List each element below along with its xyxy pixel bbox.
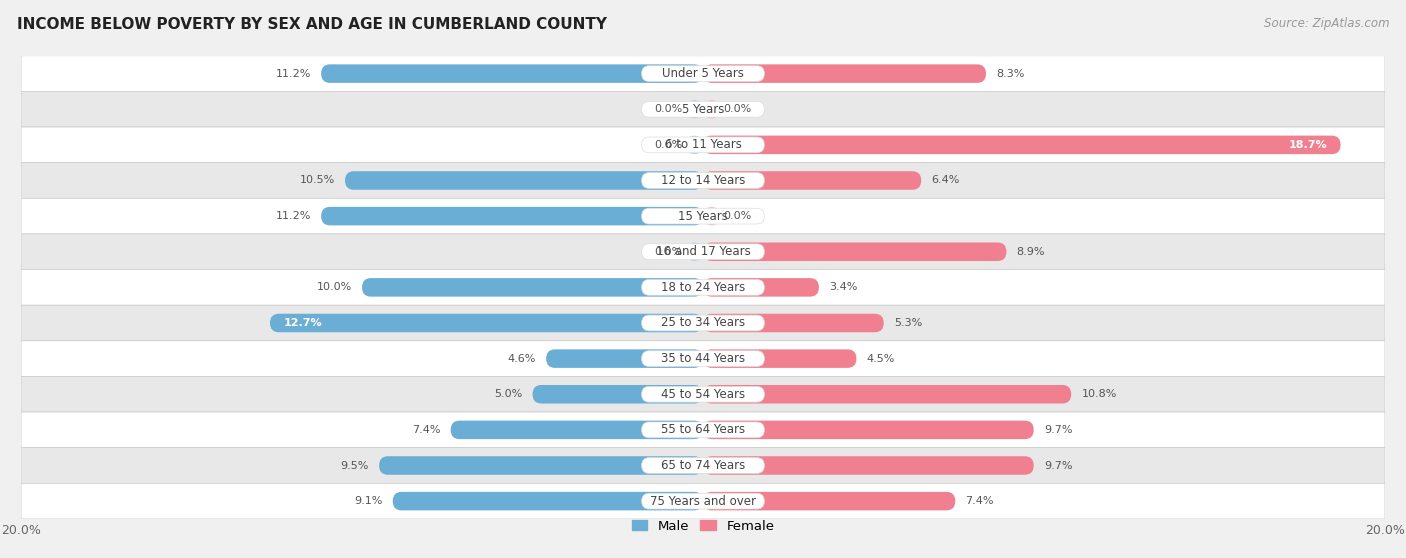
FancyBboxPatch shape [641,493,765,509]
FancyBboxPatch shape [21,127,1385,163]
FancyBboxPatch shape [392,492,703,511]
FancyBboxPatch shape [641,315,765,331]
Text: 6 to 11 Years: 6 to 11 Years [665,138,741,151]
FancyBboxPatch shape [703,278,818,297]
FancyBboxPatch shape [21,56,1385,92]
FancyBboxPatch shape [21,412,1385,448]
FancyBboxPatch shape [344,171,703,190]
Text: 25 to 34 Years: 25 to 34 Years [661,316,745,329]
Text: 10.5%: 10.5% [299,176,335,185]
Text: 5.0%: 5.0% [494,389,522,399]
Text: Source: ZipAtlas.com: Source: ZipAtlas.com [1264,17,1389,30]
FancyBboxPatch shape [703,421,1033,439]
FancyBboxPatch shape [321,207,703,225]
FancyBboxPatch shape [641,208,765,224]
Text: 18 to 24 Years: 18 to 24 Years [661,281,745,294]
FancyBboxPatch shape [641,137,765,153]
Text: 9.7%: 9.7% [1045,460,1073,470]
FancyBboxPatch shape [686,243,703,261]
FancyBboxPatch shape [641,458,765,473]
FancyBboxPatch shape [270,314,703,332]
FancyBboxPatch shape [703,64,986,83]
FancyBboxPatch shape [703,456,1033,475]
FancyBboxPatch shape [703,385,1071,403]
Text: 0.0%: 0.0% [654,140,682,150]
Text: 4.5%: 4.5% [866,354,896,364]
FancyBboxPatch shape [21,341,1385,377]
Text: 55 to 64 Years: 55 to 64 Years [661,424,745,436]
FancyBboxPatch shape [703,136,1340,154]
FancyBboxPatch shape [363,278,703,297]
Legend: Male, Female: Male, Female [626,514,780,538]
Text: 11.2%: 11.2% [276,211,311,221]
FancyBboxPatch shape [641,386,765,402]
Text: 0.0%: 0.0% [654,247,682,257]
Text: 9.1%: 9.1% [354,496,382,506]
FancyBboxPatch shape [641,102,765,117]
Text: 9.5%: 9.5% [340,460,368,470]
Text: 18.7%: 18.7% [1288,140,1327,150]
Text: 12 to 14 Years: 12 to 14 Years [661,174,745,187]
FancyBboxPatch shape [703,243,1007,261]
Text: 5.3%: 5.3% [894,318,922,328]
FancyBboxPatch shape [703,100,720,118]
FancyBboxPatch shape [21,198,1385,234]
FancyBboxPatch shape [21,92,1385,127]
Text: 8.9%: 8.9% [1017,247,1045,257]
Text: 0.0%: 0.0% [724,211,752,221]
Text: 5 Years: 5 Years [682,103,724,116]
Text: 6.4%: 6.4% [931,176,960,185]
FancyBboxPatch shape [21,270,1385,305]
Text: INCOME BELOW POVERTY BY SEX AND AGE IN CUMBERLAND COUNTY: INCOME BELOW POVERTY BY SEX AND AGE IN C… [17,17,607,32]
FancyBboxPatch shape [533,385,703,403]
Text: 45 to 54 Years: 45 to 54 Years [661,388,745,401]
FancyBboxPatch shape [641,351,765,367]
Text: 12.7%: 12.7% [284,318,322,328]
FancyBboxPatch shape [703,207,720,225]
FancyBboxPatch shape [641,280,765,295]
FancyBboxPatch shape [380,456,703,475]
FancyBboxPatch shape [703,349,856,368]
Text: 7.4%: 7.4% [966,496,994,506]
FancyBboxPatch shape [703,171,921,190]
Text: 10.0%: 10.0% [316,282,352,292]
Text: 75 Years and over: 75 Years and over [650,494,756,508]
FancyBboxPatch shape [321,64,703,83]
FancyBboxPatch shape [21,305,1385,341]
FancyBboxPatch shape [21,483,1385,519]
FancyBboxPatch shape [21,163,1385,198]
FancyBboxPatch shape [686,100,703,118]
Text: 0.0%: 0.0% [654,104,682,114]
Text: 9.7%: 9.7% [1045,425,1073,435]
FancyBboxPatch shape [641,244,765,259]
FancyBboxPatch shape [21,448,1385,483]
Text: 0.0%: 0.0% [724,104,752,114]
FancyBboxPatch shape [21,377,1385,412]
Text: 7.4%: 7.4% [412,425,440,435]
FancyBboxPatch shape [703,314,884,332]
FancyBboxPatch shape [703,492,955,511]
Text: Under 5 Years: Under 5 Years [662,67,744,80]
FancyBboxPatch shape [546,349,703,368]
Text: 11.2%: 11.2% [276,69,311,79]
Text: 10.8%: 10.8% [1081,389,1116,399]
Text: 65 to 74 Years: 65 to 74 Years [661,459,745,472]
Text: 15 Years: 15 Years [678,210,728,223]
Text: 4.6%: 4.6% [508,354,536,364]
FancyBboxPatch shape [641,172,765,189]
Text: 8.3%: 8.3% [997,69,1025,79]
FancyBboxPatch shape [686,136,703,154]
Text: 3.4%: 3.4% [830,282,858,292]
FancyBboxPatch shape [641,422,765,437]
Text: 35 to 44 Years: 35 to 44 Years [661,352,745,365]
FancyBboxPatch shape [641,66,765,81]
Text: 16 and 17 Years: 16 and 17 Years [655,246,751,258]
FancyBboxPatch shape [451,421,703,439]
FancyBboxPatch shape [21,234,1385,270]
